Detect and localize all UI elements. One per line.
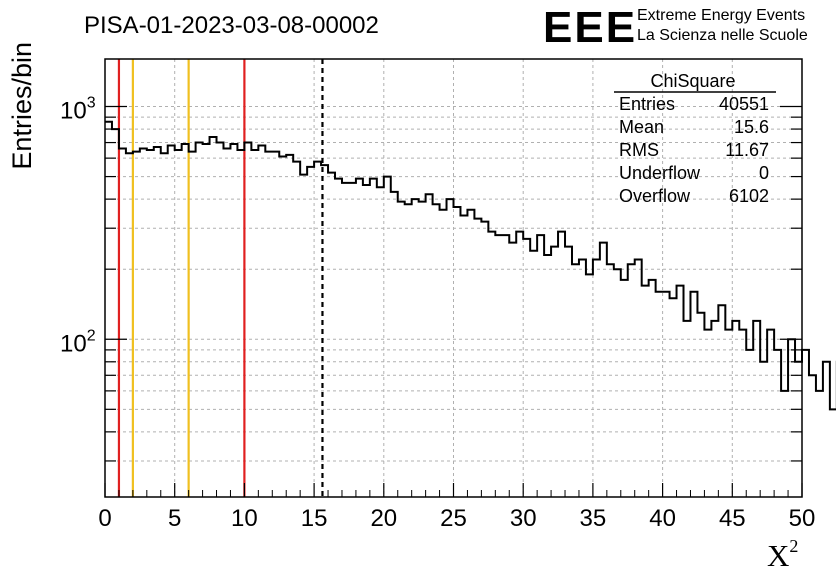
y-tick-label-exponent: 2 <box>87 327 96 344</box>
stats-row-label: RMS <box>619 140 659 160</box>
x-tick-label: 25 <box>440 505 467 532</box>
stats-box-title: ChiSquare <box>650 71 735 91</box>
stats-row-label: Mean <box>619 117 664 137</box>
marker-lines <box>117 59 324 497</box>
plot-frame <box>104 58 803 498</box>
y-tick-label-base: 10 <box>60 98 87 125</box>
stats-row-label: Entries <box>619 94 675 114</box>
eee-logo: EEE Extreme Energy Events La Scienza nel… <box>543 3 808 52</box>
x-tick-label: 45 <box>719 505 746 532</box>
y-tick-label-base: 10 <box>60 330 87 357</box>
stats-row-label: Underflow <box>619 163 701 183</box>
y-tick-label: 102 <box>60 327 96 357</box>
x-axis-label: X2 <box>767 536 798 572</box>
stats-row-label: Overflow <box>619 186 691 206</box>
eee-logo-text: EEE <box>543 3 637 52</box>
logo-line-2: La Scienza nelle Scuole <box>637 27 808 44</box>
x-tick-label: 15 <box>301 505 328 532</box>
chart-title: PISA-01-2023-03-08-00002 <box>84 12 379 39</box>
x-tick-label: 10 <box>231 505 258 532</box>
grid-lines <box>105 59 802 497</box>
stats-row-value: 6102 <box>729 186 769 206</box>
x-tick-label: 50 <box>789 505 816 532</box>
x-tick-label: 30 <box>510 505 537 532</box>
x-axis-label-superscript: 2 <box>789 536 798 556</box>
stats-row-value: 15.6 <box>734 117 769 137</box>
x-tick-label: 20 <box>370 505 397 532</box>
x-tick-label: 5 <box>168 505 181 532</box>
y-axis-label: Entries/bin <box>7 42 37 170</box>
x-tick-labels: 0 5 10 15 20 25 30 35 40 45 50 <box>98 505 815 532</box>
x-tick-label: 35 <box>580 505 607 532</box>
stats-row-value: 40551 <box>719 94 769 114</box>
x-tick-label: 40 <box>649 505 676 532</box>
logo-line-1: Extreme Energy Events <box>637 7 805 24</box>
histogram-series <box>105 120 836 411</box>
y-tick-label: 103 <box>60 95 96 125</box>
stats-box: ChiSquare Entries 40551 Mean 15.6 RMS 11.67 Un… <box>614 71 776 206</box>
y-tick-label-exponent: 3 <box>87 95 96 112</box>
stats-row-value: 11.67 <box>725 140 769 160</box>
stats-row-value: 0 <box>759 163 769 183</box>
x-axis-label-main: X <box>767 538 789 572</box>
x-tick-label: 0 <box>98 505 111 532</box>
